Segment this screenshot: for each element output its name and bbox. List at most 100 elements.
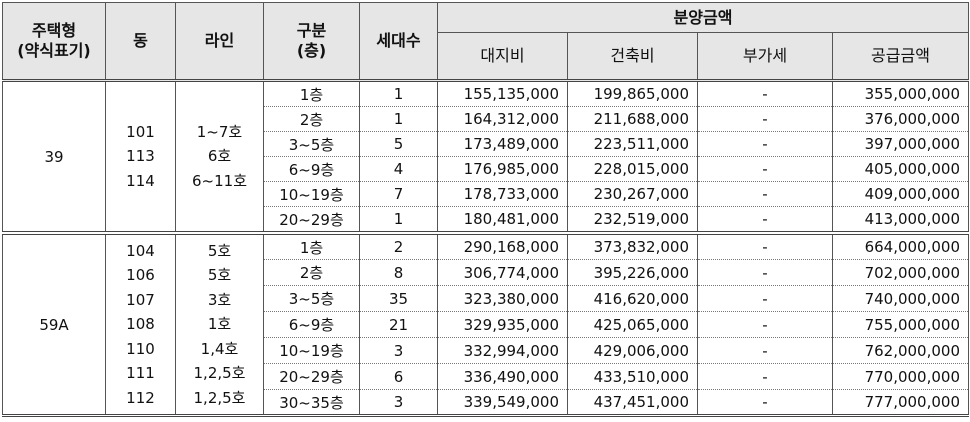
housing-type-cell: 39 — [2, 80, 106, 233]
header-housing-type-line2: (약식표기) — [17, 41, 91, 60]
dong-value: 110 — [126, 339, 155, 358]
floor-cell: 10~19층 — [263, 337, 360, 364]
households-cell: 5 — [359, 131, 438, 157]
households-cell: 35 — [359, 285, 438, 312]
header-line: 라인 — [175, 2, 264, 81]
table-row: 30~35층 3 339,549,000 437,451,000-777,000,00… — [3, 389, 969, 416]
floor-cell: 1층 — [263, 233, 360, 260]
header-dong: 동 — [105, 2, 176, 81]
building-cost-cell: 199,865,000 — [567, 80, 698, 107]
land-cost-cell: 339,549,000 — [437, 389, 568, 416]
households-cell: 4 — [359, 156, 438, 182]
building-cost-cell: 211,688,000 — [567, 106, 698, 132]
header-households: 세대수 — [359, 2, 438, 81]
dong-value: 106 — [126, 266, 155, 285]
households-cell: 6 — [359, 363, 438, 390]
land-cost-cell: 329,935,000 — [437, 311, 568, 338]
housing-type-cell: 59A — [2, 233, 106, 416]
households-cell: 1 — [359, 206, 438, 233]
header-category-line1: 구분 — [296, 21, 327, 40]
line-value: 1,4호 — [200, 339, 239, 358]
land-cost-cell: 164,312,000 — [437, 106, 568, 132]
dong-value: 108 — [126, 315, 155, 334]
floor-cell: 3~5층 — [263, 285, 360, 312]
line-value: 1,2,5호 — [193, 388, 246, 407]
table-row: 10~19층 7 178,733,000 230,267,000-409,000,00… — [3, 181, 969, 207]
header-supply-price: 공급금액 — [832, 32, 969, 81]
floor-cell: 6~9층 — [263, 311, 360, 338]
floor-cell: 30~35층 — [263, 389, 360, 416]
supply-price-cell: 409,000,000 — [832, 181, 969, 207]
header-category: 구분 (층) — [263, 2, 360, 81]
table-row: 6~9층 4 176,985,000 228,015,000-405,000,000 — [3, 156, 969, 182]
dong-value: 111 — [126, 364, 155, 383]
supply-price-cell: 376,000,000 — [832, 106, 969, 132]
households-cell: 1 — [359, 106, 438, 132]
supply-price-cell: 755,000,000 — [832, 311, 969, 338]
table-row: 2층 1 164,312,000 211,688,000-376,000,000 — [3, 106, 969, 132]
supply-price-cell: 762,000,000 — [832, 337, 969, 364]
vat-cell: - — [697, 337, 833, 364]
land-cost-cell: 306,774,000 — [437, 259, 568, 286]
group-39: 39 101 113 114 1~7호 6호 6~11호 1층 1 155,135,000 199,… — [2, 80, 969, 233]
building-cost-cell: 228,015,000 — [567, 156, 698, 182]
supply-price-cell: 770,000,000 — [832, 363, 969, 390]
land-cost-cell: 332,994,000 — [437, 337, 568, 364]
floor-cell: 10~19층 — [263, 181, 360, 207]
header-vat: 부가세 — [697, 32, 833, 81]
building-cost-cell: 223,511,000 — [567, 131, 698, 157]
vat-cell: - — [697, 80, 833, 107]
building-cost-cell: 416,620,000 — [567, 285, 698, 312]
line-value: 1~7호 — [196, 122, 243, 141]
supply-price-cell: 355,000,000 — [832, 80, 969, 107]
dong-list-cell: 101 113 114 — [105, 80, 176, 233]
table-row: 20~29층 1 180,481,000 232,519,000-413,000,00… — [3, 206, 969, 233]
dong-value: 112 — [126, 388, 155, 407]
header-building-cost: 건축비 — [567, 32, 698, 81]
building-cost-cell: 395,226,000 — [567, 259, 698, 286]
line-value: 5호 — [207, 266, 232, 285]
line-value: 6호 — [207, 147, 232, 166]
vat-cell: - — [697, 259, 833, 286]
land-cost-cell: 176,985,000 — [437, 156, 568, 182]
vat-cell: - — [697, 311, 833, 338]
dong-value: 101 — [126, 122, 155, 141]
land-cost-cell: 180,481,000 — [437, 206, 568, 233]
table-row: 3~5층 5 173,489,000 223,511,000-397,000,000 — [3, 131, 969, 157]
line-value: 3호 — [207, 290, 232, 309]
land-cost-cell: 155,135,000 — [437, 80, 568, 107]
table-row: 59A 104 106 107 108 110 111 112 5호 5호 3호 1호 1,4호 1,2,… — [2, 233, 969, 416]
line-list-cell: 1~7호 6호 6~11호 — [175, 80, 264, 233]
floor-cell: 1층 — [263, 80, 360, 107]
header-housing-type-line1: 주택형 — [31, 21, 77, 40]
land-cost-cell: 290,168,000 — [437, 233, 568, 260]
line-list-cell: 5호 5호 3호 1호 1,4호 1,2,5호 1,2,5호 — [175, 233, 264, 416]
vat-cell: - — [697, 389, 833, 416]
supply-price-cell: 702,000,000 — [832, 259, 969, 286]
line-value: 1,2,5호 — [193, 364, 246, 383]
header-housing-type: 주택형 (약식표기) — [2, 2, 106, 81]
supply-price-cell: 740,000,000 — [832, 285, 969, 312]
vat-cell: - — [697, 206, 833, 233]
land-cost-cell: 323,380,000 — [437, 285, 568, 312]
households-cell: 7 — [359, 181, 438, 207]
header-sale-price: 분양금액 — [437, 2, 969, 33]
vat-cell: - — [697, 131, 833, 157]
vat-cell: - — [697, 156, 833, 182]
table-header: 주택형 (약식표기) 동 라인 구분 (층) 세대수 분양금액 대지비 건축비 … — [2, 2, 969, 81]
floor-cell: 20~29층 — [263, 363, 360, 390]
supply-price-cell: 777,000,000 — [832, 389, 969, 416]
floor-cell: 2층 — [263, 259, 360, 286]
building-cost-cell: 230,267,000 — [567, 181, 698, 207]
supply-price-cell: 413,000,000 — [832, 206, 969, 233]
floor-cell: 2층 — [263, 106, 360, 132]
dong-value: 107 — [126, 290, 155, 309]
land-cost-cell: 178,733,000 — [437, 181, 568, 207]
supply-price-cell: 405,000,000 — [832, 156, 969, 182]
table-row: 39 101 113 114 1~7호 6호 6~11호 1층 1 155,135,000 199,… — [2, 80, 969, 233]
supply-price-cell: 664,000,000 — [832, 233, 969, 260]
building-cost-cell: 232,519,000 — [567, 206, 698, 233]
header-category-line2: (층) — [296, 41, 327, 60]
